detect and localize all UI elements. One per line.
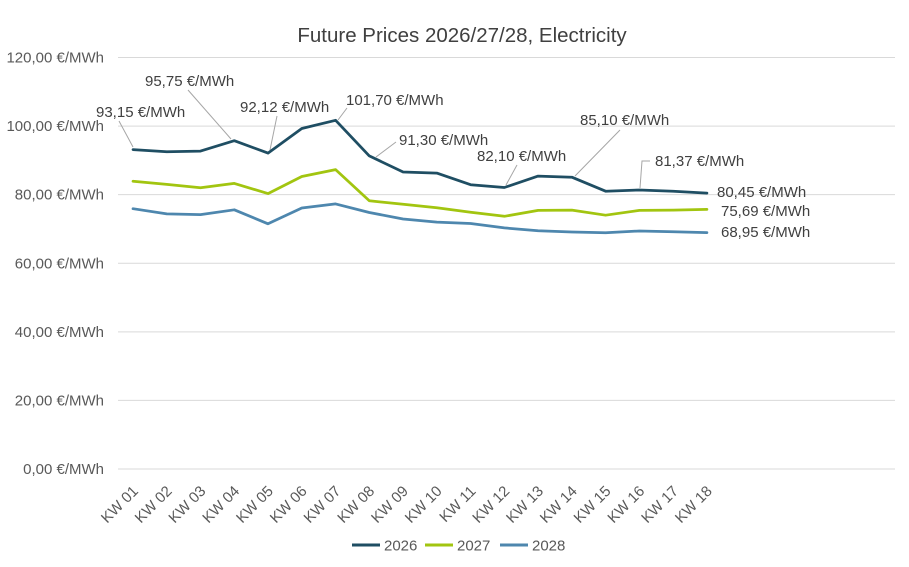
data-label-2026-KW14: 85,10 €/MWh — [580, 112, 669, 129]
data-label-2026-KW05: 92,12 €/MWh — [240, 99, 329, 116]
series-line-2026[interactable] — [131, 118, 709, 195]
annotation-leaders-layer — [118, 89, 650, 189]
x-axis-tick-label: KW 12 — [469, 483, 513, 527]
annotation-leader-line — [269, 115, 278, 151]
x-axis-tick-label: KW 09 — [368, 483, 412, 527]
annotation-leader-line — [118, 120, 134, 148]
legend-item-2026[interactable]: 2026 — [352, 538, 417, 555]
y-axis-tick-label: 20,00 €/MWh — [15, 392, 104, 409]
y-axis-tick-label: 80,00 €/MWh — [15, 187, 104, 204]
data-label-2026-KW12: 82,10 €/MWh — [477, 148, 566, 165]
x-axis-tick-label: KW 16 — [604, 483, 648, 527]
x-axis-tick-label: KW 18 — [672, 483, 716, 527]
y-axis-tick-label: 60,00 €/MWh — [15, 255, 104, 272]
x-axis-tick-label: KW 01 — [98, 483, 142, 527]
legend-item-2027[interactable]: 2027 — [425, 538, 490, 555]
y-axis-tick-label: 0,00 €/MWh — [23, 461, 104, 478]
x-axis-tick-label: KW 17 — [638, 483, 682, 527]
annotation-leader-line — [375, 141, 397, 158]
x-axis-tick-label: KW 02 — [132, 483, 176, 527]
x-axis-tick-label: KW 13 — [503, 483, 547, 527]
legend-label-2028: 2028 — [532, 538, 565, 555]
data-label-2026-KW04: 95,75 €/MWh — [145, 73, 234, 90]
y-axis-tick-label: 100,00 €/MWh — [6, 118, 104, 135]
legend: 2026 2027 2028 — [352, 538, 565, 555]
annotation-leader-line — [574, 129, 621, 177]
data-label-2026-KW01: 93,15 €/MWh — [96, 104, 185, 121]
data-label-2026-KW07: 101,70 €/MWh — [346, 92, 444, 109]
x-axis-tick-label: KW 05 — [233, 483, 277, 527]
series-line-2028[interactable] — [131, 202, 709, 235]
y-axis-tick-label: 40,00 €/MWh — [15, 324, 104, 341]
x-axis-tick-label: KW 15 — [571, 483, 615, 527]
legend-label-2027: 2027 — [457, 538, 490, 555]
x-axis-tick-label: KW 14 — [537, 483, 581, 527]
annotation-leader-line — [639, 160, 650, 189]
data-label-2026-KW08: 91,30 €/MWh — [399, 132, 488, 149]
data-label-2026-KW16: 81,37 €/MWh — [655, 153, 744, 170]
annotation-leader-line — [187, 89, 232, 140]
annotations-layer: 93,15 €/MWh 95,75 €/MWh 92,12 €/MWh 101,70 … — [96, 73, 810, 241]
data-label-2028-KW18: 68,95 €/MWh — [721, 224, 810, 241]
annotation-leader-line — [505, 164, 518, 186]
y-axis-tick-label: 120,00 €/MWh — [6, 50, 104, 67]
x-axis-tick-label: KW 04 — [199, 483, 243, 527]
legend-label-2026: 2026 — [384, 538, 417, 555]
x-axis-tick-label: KW 03 — [165, 483, 209, 527]
legend-item-2028[interactable]: 2028 — [500, 538, 565, 555]
x-axis-tick-label: KW 10 — [402, 483, 446, 527]
series-line-2027[interactable] — [131, 168, 709, 218]
x-axis-tick-label: KW 07 — [301, 483, 345, 527]
data-label-2026-KW18: 80,45 €/MWh — [717, 184, 806, 201]
chart-title: Future Prices 2026/27/28, Electricity — [297, 24, 627, 47]
x-axis-tick-label: KW 06 — [267, 483, 311, 527]
gridlines-layer — [118, 57, 895, 470]
annotation-leader-line — [337, 107, 348, 121]
data-label-2027-KW18: 75,69 €/MWh — [721, 203, 810, 220]
series-layer — [131, 118, 709, 235]
x-axis-tick-label: KW 08 — [334, 483, 378, 527]
